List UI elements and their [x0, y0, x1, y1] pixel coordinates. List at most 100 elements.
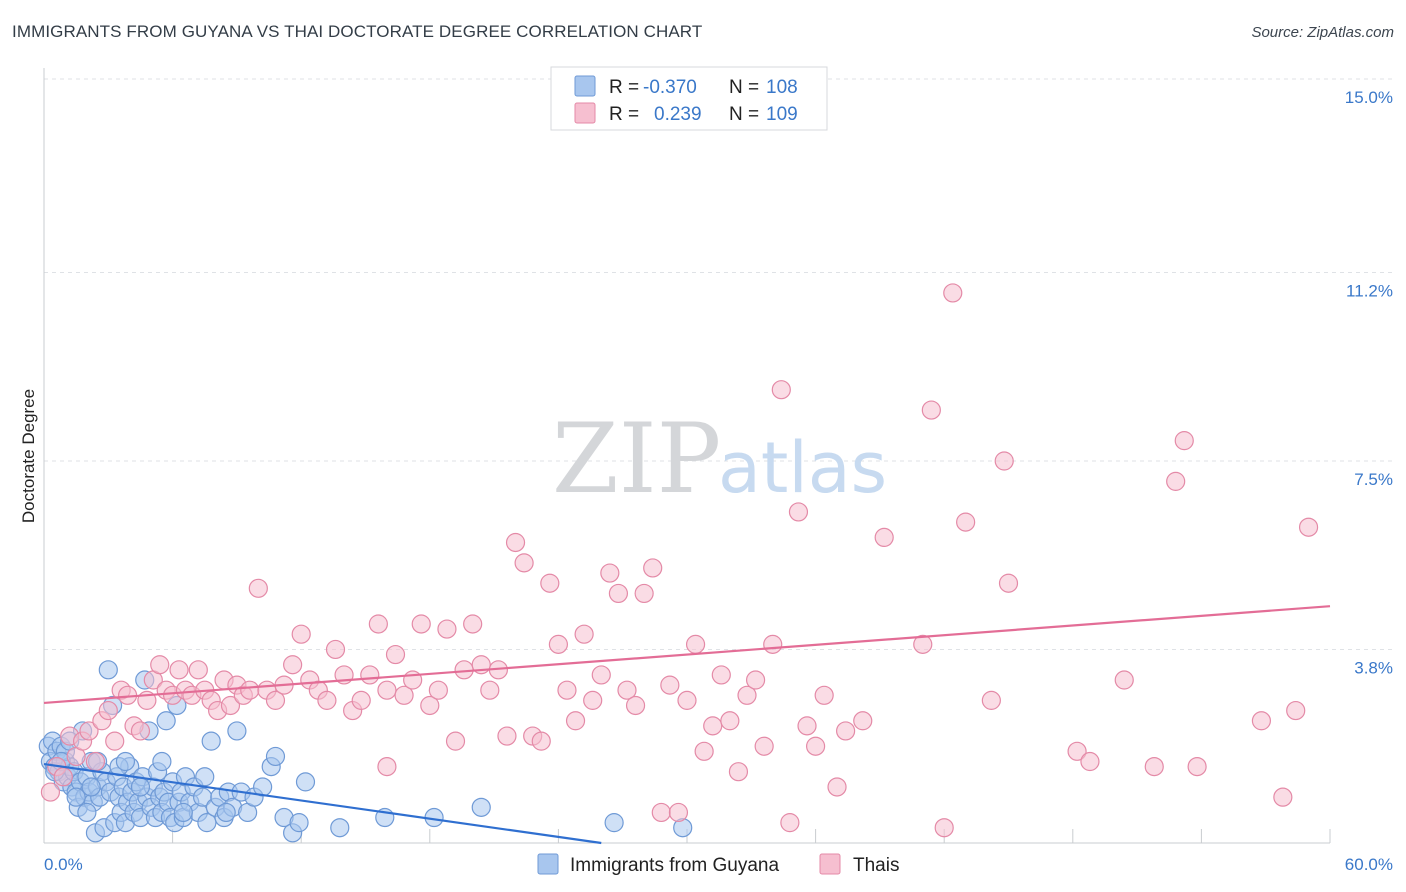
point-thais-51 — [411, 614, 431, 634]
point-thais-9 — [98, 700, 118, 721]
point-thais-68 — [557, 680, 577, 700]
point-thais-47 — [377, 680, 397, 700]
point-thais-69 — [565, 711, 586, 731]
point-guyana-95 — [66, 787, 86, 807]
point-thais-97 — [805, 736, 826, 756]
point-thais-102 — [874, 527, 894, 548]
point-thais-40 — [317, 690, 337, 710]
point-thais-71 — [583, 690, 603, 710]
legend-swatch-thais — [574, 102, 596, 124]
point-thais-84 — [694, 741, 714, 761]
source-label: Source: ZipAtlas.com — [1251, 24, 1394, 41]
legend-n-value-guyana: 108 — [766, 77, 798, 98]
point-thais-46 — [368, 614, 388, 634]
point-guyana-107 — [115, 751, 136, 772]
trend-line-thais — [43, 605, 1331, 705]
legend-r-label-guyana: R = — [609, 77, 639, 98]
x-tick-label-0: 0.0% — [44, 855, 83, 874]
series-legend-label-guyana: Immigrants from Guyana — [570, 855, 779, 876]
series-legend-label-thais: Thais — [853, 855, 899, 876]
x-tick-label-1: 60.0% — [1345, 855, 1393, 874]
point-thais-66 — [540, 573, 560, 593]
point-thais-52 — [420, 695, 440, 716]
point-thais-20 — [169, 660, 189, 680]
point-thais-14 — [130, 721, 151, 741]
legend-n-label-guyana: N = — [729, 77, 759, 98]
point-thais-53 — [428, 680, 448, 700]
y-tick-label-2: 11.2% — [1346, 282, 1393, 301]
point-thais-108 — [994, 451, 1014, 471]
point-thais-75 — [617, 680, 637, 700]
point-thais-28 — [220, 695, 241, 716]
point-thais-70 — [574, 624, 594, 644]
y-axis-label: Doctorate Degree — [19, 389, 38, 523]
point-thais-107 — [981, 690, 1001, 710]
point-thais-78 — [643, 558, 663, 578]
point-thais-101 — [853, 711, 873, 731]
point-thais-36 — [283, 655, 303, 675]
stats-legend: R = -0.370 N = 108 R = 0.239 N = 109 — [550, 66, 828, 131]
legend-swatch-guyana — [574, 75, 596, 97]
point-thais-41 — [325, 639, 346, 660]
point-thais-110 — [1067, 741, 1087, 761]
point-thais-10 — [105, 731, 125, 751]
point-thais-98 — [814, 685, 834, 705]
point-thais-80 — [660, 675, 680, 695]
point-thais-23 — [188, 660, 208, 680]
point-thais-32 — [248, 578, 268, 598]
point-thais-31 — [240, 680, 260, 700]
point-guyana-82 — [265, 746, 286, 767]
point-guyana-101 — [173, 802, 193, 823]
y-tick-label-0: 3.8% — [1354, 658, 1393, 677]
point-guyana-96 — [77, 802, 97, 823]
point-thais-7 — [85, 751, 106, 772]
point-thais-73 — [600, 563, 620, 583]
point-thais-117 — [1298, 517, 1319, 537]
point-thais-121 — [1080, 751, 1100, 772]
point-thais-86 — [711, 665, 731, 685]
point-thais-114 — [1251, 711, 1272, 731]
point-guyana-76 — [227, 721, 247, 741]
point-thais-74 — [608, 583, 629, 604]
point-thais-34 — [265, 690, 286, 710]
point-thais-105 — [934, 818, 954, 838]
point-thais-62 — [505, 532, 526, 553]
point-thais-83 — [685, 634, 706, 654]
point-thais-82 — [677, 690, 697, 710]
point-thais-115 — [1273, 787, 1293, 807]
point-thais-99 — [827, 777, 847, 797]
point-thais-59 — [480, 680, 500, 700]
point-guyana-85 — [289, 813, 309, 833]
point-thais-89 — [737, 685, 757, 705]
series-guyana — [38, 660, 693, 843]
point-thais-37 — [291, 624, 311, 644]
point-thais-87 — [720, 711, 740, 731]
point-thais-109 — [998, 573, 1019, 593]
point-guyana-70 — [201, 731, 221, 751]
point-thais-48 — [385, 644, 406, 665]
point-thais-93 — [771, 380, 791, 400]
point-thais-2 — [53, 767, 73, 787]
legend-r-value-guyana: -0.370 — [643, 77, 697, 98]
point-thais-55 — [445, 731, 466, 751]
point-thais-65 — [531, 731, 551, 751]
point-thais-0 — [40, 782, 61, 802]
series-legend-swatch-thais — [819, 853, 841, 875]
point-thais-113 — [1174, 431, 1194, 451]
point-thais-92 — [763, 634, 783, 654]
point-thais-103 — [913, 634, 933, 654]
y-tick-labels: 3.8% 7.5% 11.2% 15.0% — [1345, 88, 1393, 677]
data-points — [38, 283, 1319, 843]
point-guyana-99 — [130, 777, 151, 797]
point-guyana-100 — [152, 751, 172, 772]
legend-r-value-thais: 0.239 — [654, 104, 702, 125]
point-guyana-90 — [471, 797, 491, 817]
point-thais-17 — [150, 655, 170, 675]
point-guyana-104 — [81, 777, 101, 797]
point-thais-122 — [1187, 756, 1207, 777]
point-thais-112 — [1144, 756, 1164, 777]
point-thais-120 — [377, 756, 397, 777]
watermark-zip: ZIP — [552, 403, 721, 515]
legend-n-value-thais: 109 — [766, 104, 798, 125]
